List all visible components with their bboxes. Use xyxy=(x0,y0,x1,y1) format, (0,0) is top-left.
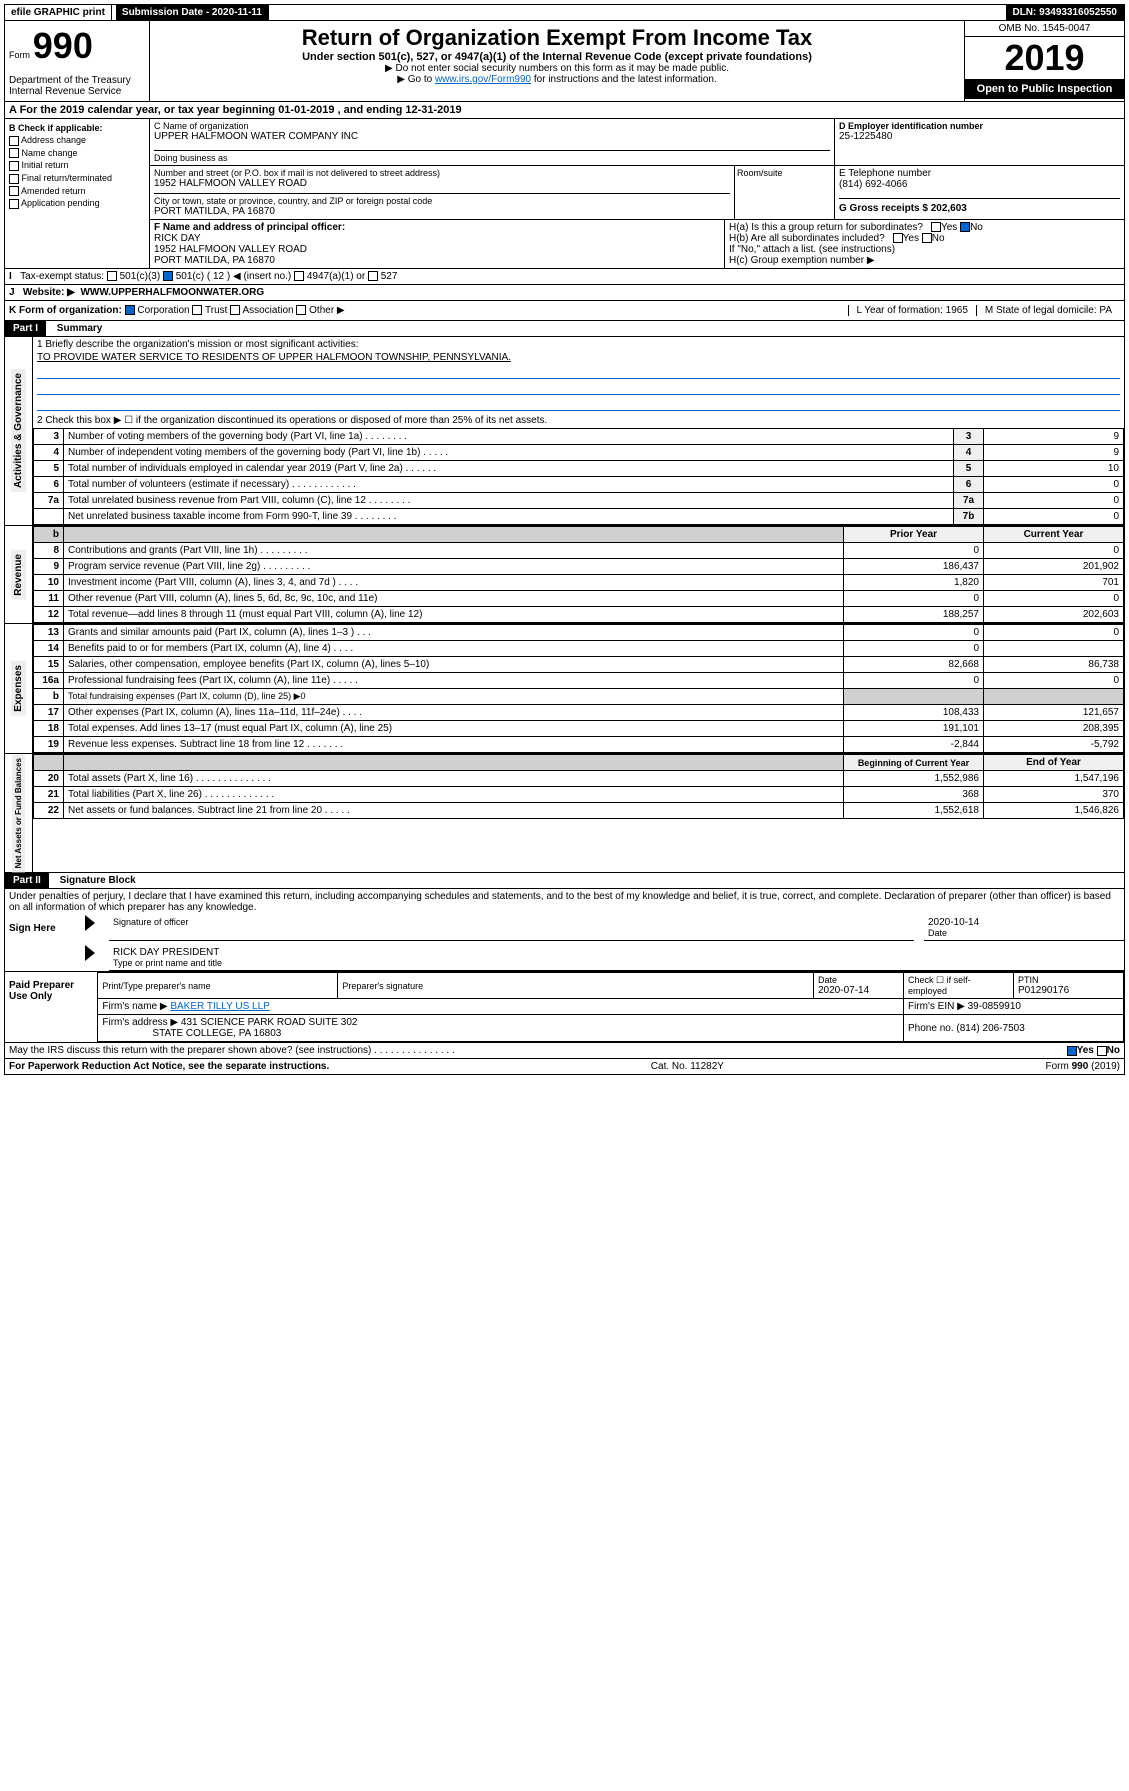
phone: (814) 692-4066 xyxy=(839,179,1120,190)
side-expenses: Expenses xyxy=(11,661,26,716)
form-number-box: Form 990 xyxy=(5,21,150,71)
website[interactable]: WWW.UPPERHALFMOONWATER.ORG xyxy=(80,287,264,298)
paid-preparer-label: Paid Preparer Use Only xyxy=(5,972,97,1042)
col-b: B Check if applicable: Address change Na… xyxy=(5,119,150,268)
perjury-text: Under penalties of perjury, I declare th… xyxy=(5,889,1124,915)
irs-link[interactable]: www.irs.gov/Form990 xyxy=(435,74,531,85)
room-suite: Room/suite xyxy=(734,166,834,219)
dept-box: Department of the Treasury Internal Reve… xyxy=(5,71,150,101)
ptin: P01290176 xyxy=(1018,985,1069,996)
section-h: H(a) Is this a group return for subordin… xyxy=(724,220,1124,268)
city-state-zip: PORT MATILDA, PA 16870 xyxy=(154,206,730,217)
form-page: efile GRAPHIC print Submission Date - 20… xyxy=(0,0,1129,1079)
dln: DLN: 93493316052550 xyxy=(1006,5,1124,20)
year-box: OMB No. 1545-0047 2019 Open to Public In… xyxy=(964,21,1124,101)
state-domicile: M State of legal domicile: PA xyxy=(976,305,1120,316)
form-number: 990 xyxy=(33,25,93,66)
officer-sig-name: RICK DAY PRESIDENT xyxy=(113,947,219,958)
row-j: J Website: ▶ WWW.UPPERHALFMOONWATER.ORG xyxy=(4,285,1125,301)
check-initial[interactable]: Initial return xyxy=(9,160,145,171)
side-revenue: Revenue xyxy=(11,550,26,600)
year-formation: L Year of formation: 1965 xyxy=(848,305,976,316)
row-k: K Form of organization: ✓ Corporation Tr… xyxy=(4,301,1125,321)
note1: ▶ Do not enter social security numbers o… xyxy=(158,63,956,74)
cat-no: Cat. No. 11282Y xyxy=(651,1061,724,1072)
gross-receipts: G Gross receipts $ 202,603 xyxy=(839,198,1120,214)
side-netassets: Net Assets or Fund Balances xyxy=(12,754,25,872)
check-address[interactable]: Address change xyxy=(9,135,145,146)
org-name: UPPER HALFMOON WATER COMPANY INC xyxy=(154,131,830,142)
tax-year: 2019 xyxy=(965,37,1124,79)
expenses-table: 13Grants and similar amounts paid (Part … xyxy=(33,624,1124,753)
address-block: Number and street (or P.O. box if mail i… xyxy=(150,166,734,219)
submission-date: Submission Date - 2020-11-11 xyxy=(116,5,269,20)
street-address: 1952 HALFMOON VALLEY ROAD xyxy=(154,178,730,189)
topbar: efile GRAPHIC print Submission Date - 20… xyxy=(4,4,1125,21)
form-subtitle: Under section 501(c), 527, or 4947(a)(1)… xyxy=(158,51,956,63)
mission: TO PROVIDE WATER SERVICE TO RESIDENTS OF… xyxy=(33,352,1124,363)
form-ref: Form 990 (2019) xyxy=(1046,1061,1120,1072)
check-amended[interactable]: Amended return xyxy=(9,186,145,197)
col-eg: E Telephone number (814) 692-4066 G Gros… xyxy=(834,166,1124,219)
preparer-table: Print/Type preparer's name Preparer's si… xyxy=(97,972,1124,1042)
section-d: D Employer identification number 25-1225… xyxy=(834,119,1124,165)
triangle-icon xyxy=(85,945,95,961)
netassets-section: Net Assets or Fund Balances Beginning of… xyxy=(4,754,1125,873)
main-grid: B Check if applicable: Address change Na… xyxy=(4,119,1125,269)
firm-name[interactable]: BAKER TILLY US LLP xyxy=(170,1001,270,1012)
col-cg: C Name of organization UPPER HALFMOON WA… xyxy=(150,119,1124,268)
signature-section: Under penalties of perjury, I declare th… xyxy=(4,889,1125,1059)
section-f: F Name and address of principal officer:… xyxy=(150,220,724,268)
netassets-table: Beginning of Current YearEnd of Year 20T… xyxy=(33,754,1124,819)
governance-table: 3Number of voting members of the governi… xyxy=(33,428,1124,525)
revenue-section: Revenue bPrior YearCurrent Year 8Contrib… xyxy=(4,526,1125,624)
efile-label[interactable]: efile GRAPHIC print xyxy=(5,5,112,20)
part1-header: Part I Summary xyxy=(4,321,1125,337)
footer: For Paperwork Reduction Act Notice, see … xyxy=(4,1059,1125,1075)
firm-ein: 39-0859910 xyxy=(968,1001,1021,1012)
triangle-icon xyxy=(85,915,95,931)
ein: 25-1225480 xyxy=(839,131,1120,142)
form-title: Return of Organization Exempt From Incom… xyxy=(158,25,956,51)
omb-number: OMB No. 1545-0047 xyxy=(965,21,1124,37)
check-pending[interactable]: Application pending xyxy=(9,198,145,209)
side-activities: Activities & Governance xyxy=(11,369,26,492)
check-name[interactable]: Name change xyxy=(9,148,145,159)
officer-name: RICK DAY xyxy=(154,233,720,244)
row-a: A For the 2019 calendar year, or tax yea… xyxy=(4,102,1125,119)
activities-governance-section: Activities & Governance 1 Briefly descri… xyxy=(4,337,1125,526)
sign-here-label: Sign Here xyxy=(5,915,85,971)
paperwork-notice: For Paperwork Reduction Act Notice, see … xyxy=(9,1061,329,1072)
firm-phone: (814) 206-7503 xyxy=(956,1023,1024,1034)
section-c: C Name of organization UPPER HALFMOON WA… xyxy=(150,119,834,165)
row-i: I Tax-exempt status: 501(c)(3) ✓ 501(c) … xyxy=(4,269,1125,285)
header: Form 990 Department of the Treasury Inte… xyxy=(4,21,1125,102)
title-box: Return of Organization Exempt From Incom… xyxy=(150,21,964,101)
check-final[interactable]: Final return/terminated xyxy=(9,173,145,184)
open-public-label: Open to Public Inspection xyxy=(965,79,1124,99)
part2-header: Part II Signature Block xyxy=(4,873,1125,889)
expenses-section: Expenses 13Grants and similar amounts pa… xyxy=(4,624,1125,754)
note2: ▶ Go to www.irs.gov/Form990 for instruct… xyxy=(158,74,956,85)
revenue-table: bPrior YearCurrent Year 8Contributions a… xyxy=(33,526,1124,623)
